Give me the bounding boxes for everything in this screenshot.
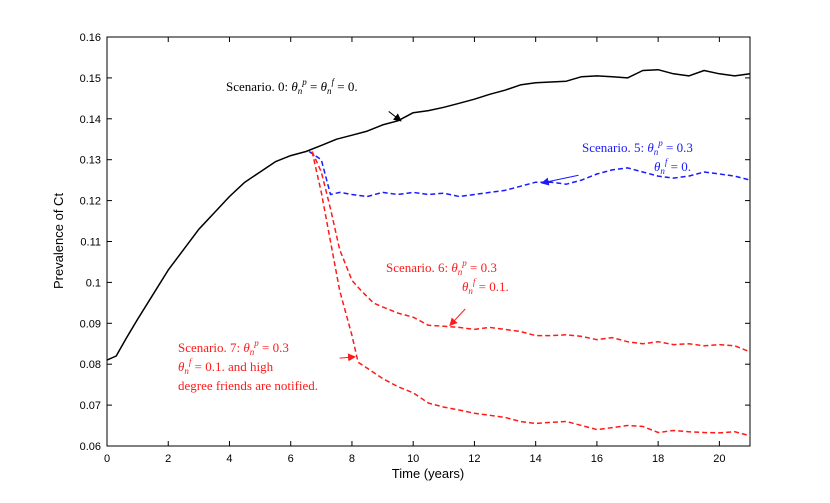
x-tick-label: 14 xyxy=(530,453,542,465)
x-axis-ticks: 0 2 4 6 8 10 12 14 16 18 20 xyxy=(104,37,726,465)
x-tick-label: 4 xyxy=(226,453,232,465)
svg-text:Scenario. 7: θnp = 0.3: Scenario. 7: θnp = 0.3 xyxy=(178,338,289,357)
series-line-scenario-0 xyxy=(106,68,751,361)
svg-text:θnf = 0.1. and high: θnf = 0.1. and high xyxy=(178,357,274,376)
series-line-scenario-7 xyxy=(311,151,751,437)
x-tick-label: 20 xyxy=(713,453,725,465)
annotation-scenario-0: Scenario. 0: θnp = θnf = 0. xyxy=(226,77,402,122)
annotation-arrow-0 xyxy=(388,111,402,122)
svg-text:θnf = 0.1.: θnf = 0.1. xyxy=(462,277,509,296)
annotation-scenario-5: Scenario. 5: θnp = 0.3 θnf = 0. xyxy=(540,138,693,186)
x-tick-label: 6 xyxy=(288,453,294,465)
annotation-arrow-6 xyxy=(449,308,466,327)
y-tick-label: 0.08 xyxy=(80,359,101,371)
x-tick-label: 2 xyxy=(165,453,171,465)
svg-text:Scenario. 6: θnp = 0.3: Scenario. 6: θnp = 0.3 xyxy=(386,258,497,277)
annotation-scenario-7-line-3: degree friends are notified. xyxy=(178,378,318,393)
y-tick-label: 0.06 xyxy=(80,441,101,453)
y-tick-label: 0.11 xyxy=(80,237,101,249)
y-tick-label: 0.15 xyxy=(80,73,101,85)
y-tick-label: 0.14 xyxy=(80,114,101,126)
y-tick-label: 0.12 xyxy=(80,196,101,208)
annotation-arrow-5 xyxy=(540,174,579,186)
annotation-scenario-7: Scenario. 7: θnp = 0.3 θnf = 0.1. and hi… xyxy=(178,338,357,393)
series-line-scenario-5 xyxy=(308,150,751,198)
y-tick-label: 0.1 xyxy=(86,277,101,289)
series-lines xyxy=(106,68,751,437)
y-tick-label: 0.13 xyxy=(80,155,101,167)
svg-text:θnf = 0.: θnf = 0. xyxy=(654,157,691,176)
annotation-scenario-0-prefix: Scenario. 0: xyxy=(226,79,291,94)
y-tick-label: 0.07 xyxy=(80,400,101,412)
y-tick-label: 0.09 xyxy=(80,318,101,330)
x-tick-label: 8 xyxy=(349,453,355,465)
y-tick-label: 0.16 xyxy=(80,32,101,44)
x-axis-label: Time (years) xyxy=(392,466,464,481)
x-tick-label: 10 xyxy=(407,453,419,465)
x-tick-label: 0 xyxy=(104,453,110,465)
y-axis-label: Prevalence of Ct xyxy=(51,193,66,289)
x-tick-label: 18 xyxy=(652,453,664,465)
x-tick-label: 16 xyxy=(591,453,603,465)
svg-text:Scenario. 0: θnp = θnf = 0.: Scenario. 0: θnp = θnf = 0. xyxy=(226,77,358,96)
svg-text:Scenario. 5: θnp = 0.3: Scenario. 5: θnp = 0.3 xyxy=(582,138,693,157)
annotation-arrow-7 xyxy=(339,353,357,362)
annotation-scenario-6: Scenario. 6: θnp = 0.3 θnf = 0.1. xyxy=(386,258,509,327)
series-line-scenario-6 xyxy=(311,151,751,353)
y-axis-ticks: 0.06 0.07 0.08 0.09 0.1 0.11 0.12 0.13 0.14 0.15 0… xyxy=(80,32,750,453)
x-tick-label: 12 xyxy=(468,453,480,465)
